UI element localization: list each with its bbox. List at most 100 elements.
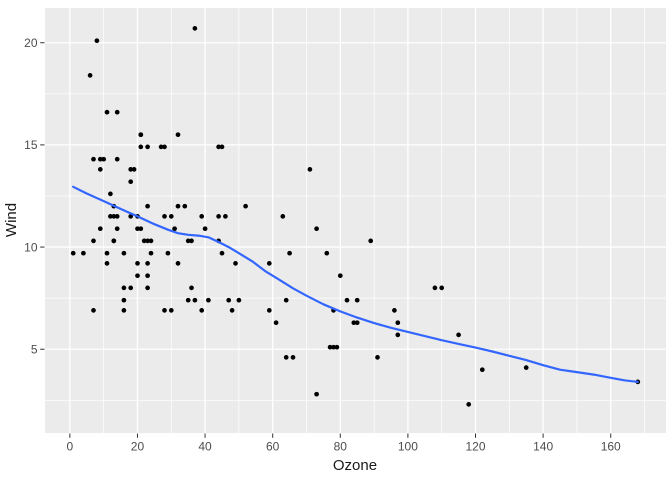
- y-axis-tick-labels: 5 10 15 20: [24, 36, 38, 356]
- data-point: [148, 250, 154, 256]
- data-point: [206, 297, 211, 303]
- data-point: [168, 308, 174, 313]
- data-point: [97, 167, 103, 172]
- data-point: [162, 144, 167, 150]
- data-point: [314, 226, 319, 232]
- data-point: [175, 261, 181, 266]
- data-point: [439, 285, 445, 291]
- data-point: [148, 238, 154, 244]
- data-point: [114, 156, 120, 162]
- data-point: [104, 250, 110, 256]
- y-tick-label: 10: [24, 240, 38, 254]
- data-point: [395, 332, 401, 338]
- data-point: [121, 285, 127, 291]
- data-point: [141, 238, 147, 244]
- data-point: [395, 320, 401, 326]
- data-point: [202, 226, 208, 232]
- data-point: [172, 226, 177, 232]
- data-point: [135, 261, 140, 266]
- data-point: [145, 273, 150, 279]
- data-point: [392, 308, 397, 313]
- data-point: [351, 320, 357, 326]
- data-point: [87, 73, 93, 78]
- major-gridlines: [45, 8, 666, 433]
- data-point: [199, 214, 205, 219]
- minor-gridlines: [45, 8, 666, 433]
- x-axis-tick-labels: 0 20 40 60 80 100 120 140 160: [67, 440, 622, 454]
- data-point: [97, 156, 103, 162]
- data-point: [138, 132, 144, 138]
- data-point: [456, 332, 461, 338]
- data-point: [128, 167, 134, 172]
- data-point: [135, 273, 140, 279]
- x-axis-tick-marks: [69, 433, 612, 438]
- data-point: [135, 226, 140, 232]
- data-point: [145, 261, 150, 266]
- data-point: [70, 250, 76, 256]
- x-tick-label: 0: [67, 440, 74, 454]
- data-point: [199, 308, 205, 313]
- x-tick-label: 20: [131, 440, 145, 454]
- data-point: [168, 214, 174, 219]
- data-point: [283, 355, 289, 360]
- data-point: [375, 355, 380, 360]
- data-point: [337, 273, 343, 279]
- y-axis-tick-marks: [40, 42, 45, 350]
- data-point: [145, 238, 150, 244]
- data-point: [344, 297, 350, 303]
- data-point: [158, 144, 164, 150]
- data-point: [324, 250, 330, 256]
- x-tick-label: 160: [601, 440, 621, 454]
- data-point: [223, 214, 228, 219]
- data-point: [334, 344, 340, 350]
- data-point: [104, 261, 110, 266]
- loess-smooth-line: [72, 185, 639, 383]
- data-point: [280, 214, 286, 219]
- x-tick-label: 60: [266, 440, 280, 454]
- data-point: [354, 320, 360, 326]
- data-point: [111, 214, 117, 219]
- data-point: [185, 238, 191, 244]
- data-point: [145, 285, 150, 291]
- data-point: [327, 344, 333, 350]
- data-point: [131, 167, 137, 172]
- data-point: [189, 285, 194, 291]
- data-point: [523, 365, 529, 370]
- data-point: [91, 308, 96, 313]
- data-point: [108, 191, 113, 197]
- data-point: [104, 109, 110, 115]
- y-tick-label: 15: [24, 138, 38, 152]
- data-point: [175, 132, 181, 138]
- data-point: [128, 179, 134, 185]
- x-axis-title: Ozone: [333, 457, 377, 474]
- data-point: [91, 156, 96, 162]
- data-point: [94, 38, 100, 44]
- data-point: [97, 226, 103, 232]
- data-point: [273, 320, 279, 326]
- data-point: [466, 402, 472, 407]
- data-point: [185, 297, 191, 303]
- x-tick-label: 120: [465, 440, 485, 454]
- data-point: [290, 355, 296, 360]
- data-point: [114, 109, 120, 115]
- data-point: [145, 144, 150, 150]
- data-point: [128, 214, 134, 219]
- data-point: [432, 285, 438, 291]
- data-point: [114, 214, 120, 219]
- data-point: [219, 250, 225, 256]
- data-point: [111, 238, 117, 244]
- data-points-layer: [70, 26, 641, 407]
- data-point: [354, 297, 360, 303]
- data-point: [266, 308, 272, 313]
- data-point: [175, 203, 181, 209]
- data-point: [114, 226, 120, 232]
- x-tick-label: 80: [334, 440, 348, 454]
- x-tick-label: 140: [533, 440, 553, 454]
- data-point: [226, 297, 232, 303]
- data-point: [331, 344, 336, 350]
- x-tick-label: 100: [398, 440, 418, 454]
- data-point: [216, 214, 221, 219]
- data-point: [266, 261, 272, 266]
- data-point: [138, 144, 144, 150]
